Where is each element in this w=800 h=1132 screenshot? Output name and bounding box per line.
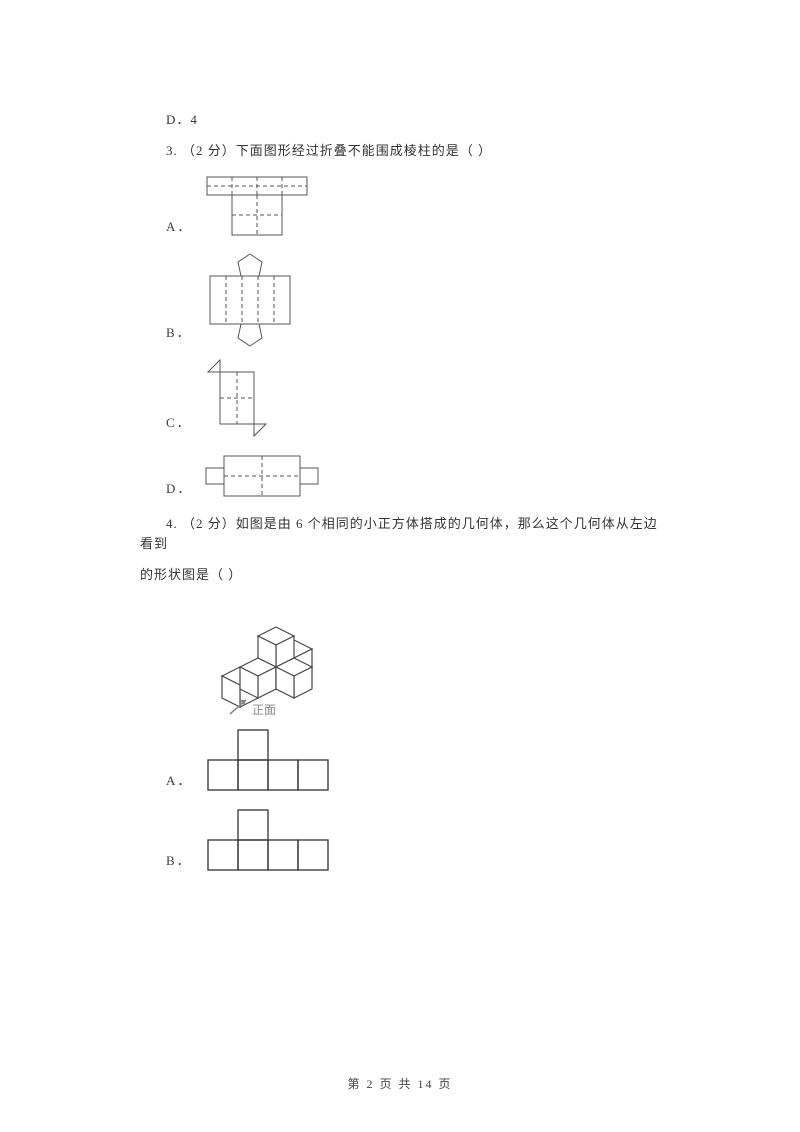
q3-figure-d bbox=[202, 448, 322, 504]
q3-option-d-label: D． bbox=[140, 479, 192, 504]
exam-page: D．4 3. （2 分）下面图形经过折叠不能围成棱柱的是（ ） A． B． bbox=[0, 0, 800, 946]
q4-stem-line2: 的形状图是（ ） bbox=[140, 565, 670, 586]
q3-option-d: D． bbox=[140, 448, 670, 504]
q3-figure-a bbox=[202, 172, 312, 242]
q3-figure-b bbox=[202, 252, 298, 348]
q4-option-a-label: A． bbox=[140, 771, 192, 796]
q3-option-b: B． bbox=[140, 252, 670, 348]
page-footer: 第 2 页 共 14 页 bbox=[0, 1075, 800, 1092]
q4-solid-figure-row: A． bbox=[140, 596, 670, 716]
q4-option-b: B． bbox=[140, 806, 670, 876]
q3-option-a-label: A． bbox=[140, 217, 192, 242]
q4-figure-a bbox=[202, 726, 332, 796]
q3-option-b-label: B． bbox=[140, 323, 192, 348]
q4-stem-line1: 4. （2 分）如图是由 6 个相同的小正方体搭成的几何体，那么这个几何体从左边… bbox=[140, 514, 670, 556]
q4-option-a: A． bbox=[140, 726, 670, 796]
q2-option-d: D．4 bbox=[140, 110, 670, 131]
q3-figure-c bbox=[202, 358, 272, 438]
q3-option-c: C． bbox=[140, 358, 670, 438]
q4-solid-figure: 正面 bbox=[202, 596, 342, 716]
q3-option-a: A． bbox=[140, 172, 670, 242]
front-label: 正面 bbox=[252, 703, 276, 716]
q4-option-b-label: B． bbox=[140, 851, 192, 876]
q3-option-c-label: C． bbox=[140, 413, 192, 438]
q4-figure-b bbox=[202, 806, 332, 876]
q3-stem: 3. （2 分）下面图形经过折叠不能围成棱柱的是（ ） bbox=[140, 141, 670, 162]
